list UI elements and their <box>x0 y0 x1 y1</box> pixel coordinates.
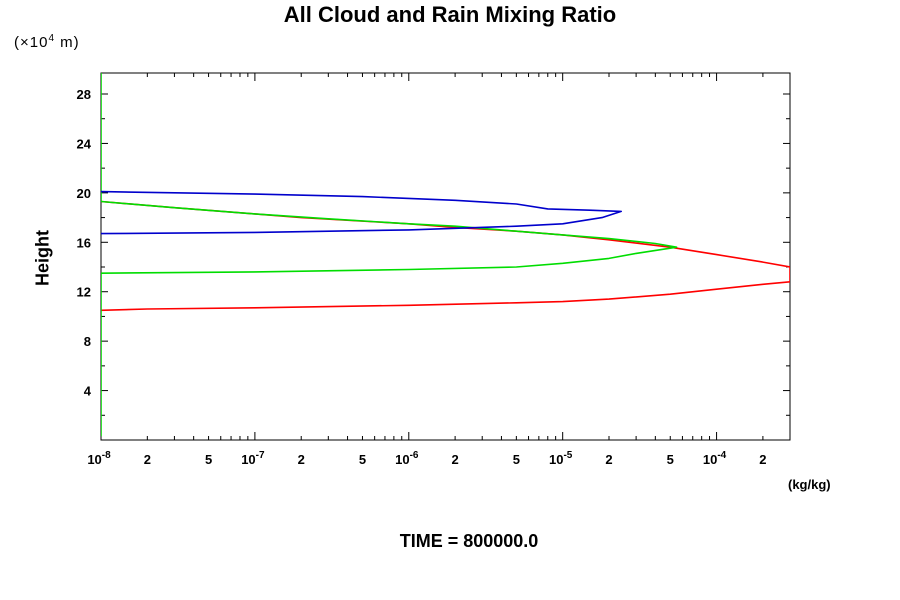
time-footer: TIME = 800000.0 <box>399 531 539 551</box>
series-line-2 <box>101 73 678 437</box>
x-minor-tick-label: 2 <box>759 452 766 467</box>
x-minor-tick-label: 2 <box>298 452 305 467</box>
x-minor-tick-label: 5 <box>667 452 674 467</box>
x-tick-label: 10-4 <box>703 450 727 467</box>
x-minor-tick-label: 2 <box>144 452 151 467</box>
x-tick-label: 10-6 <box>395 450 419 467</box>
y-tick-label: 12 <box>77 285 91 300</box>
y-tick-label: 4 <box>84 384 92 399</box>
y-tick-label: 8 <box>84 334 91 349</box>
y-axis-unit: (×104 m) <box>14 33 80 51</box>
y-unit-exponent: 4 <box>48 33 56 44</box>
y-unit-suffix: m) <box>55 34 80 51</box>
y-unit-prefix: (×10 <box>14 34 49 51</box>
x-minor-tick-label: 5 <box>359 452 366 467</box>
series-line-3 <box>101 190 623 235</box>
plot-frame <box>100 72 791 441</box>
x-tick-label: 10-7 <box>241 450 265 467</box>
y-tick-label: 20 <box>77 186 91 201</box>
series-line-1 <box>101 200 790 312</box>
x-minor-tick-label: 5 <box>513 452 520 467</box>
x-tick-label: 10-8 <box>87 450 111 467</box>
x-tick-label: 10-5 <box>549 450 573 467</box>
x-minor-tick-label: 5 <box>205 452 212 467</box>
y-tick-label: 24 <box>77 136 92 151</box>
chart-title: All Cloud and Rain Mixing Ratio <box>283 2 617 27</box>
y-tick-label: 28 <box>77 87 91 102</box>
x-minor-tick-label: 2 <box>605 452 612 467</box>
x-minor-tick-label: 2 <box>451 452 458 467</box>
x-axis-unit: (kg/kg) <box>788 477 831 492</box>
y-tick-label: 16 <box>77 235 91 250</box>
